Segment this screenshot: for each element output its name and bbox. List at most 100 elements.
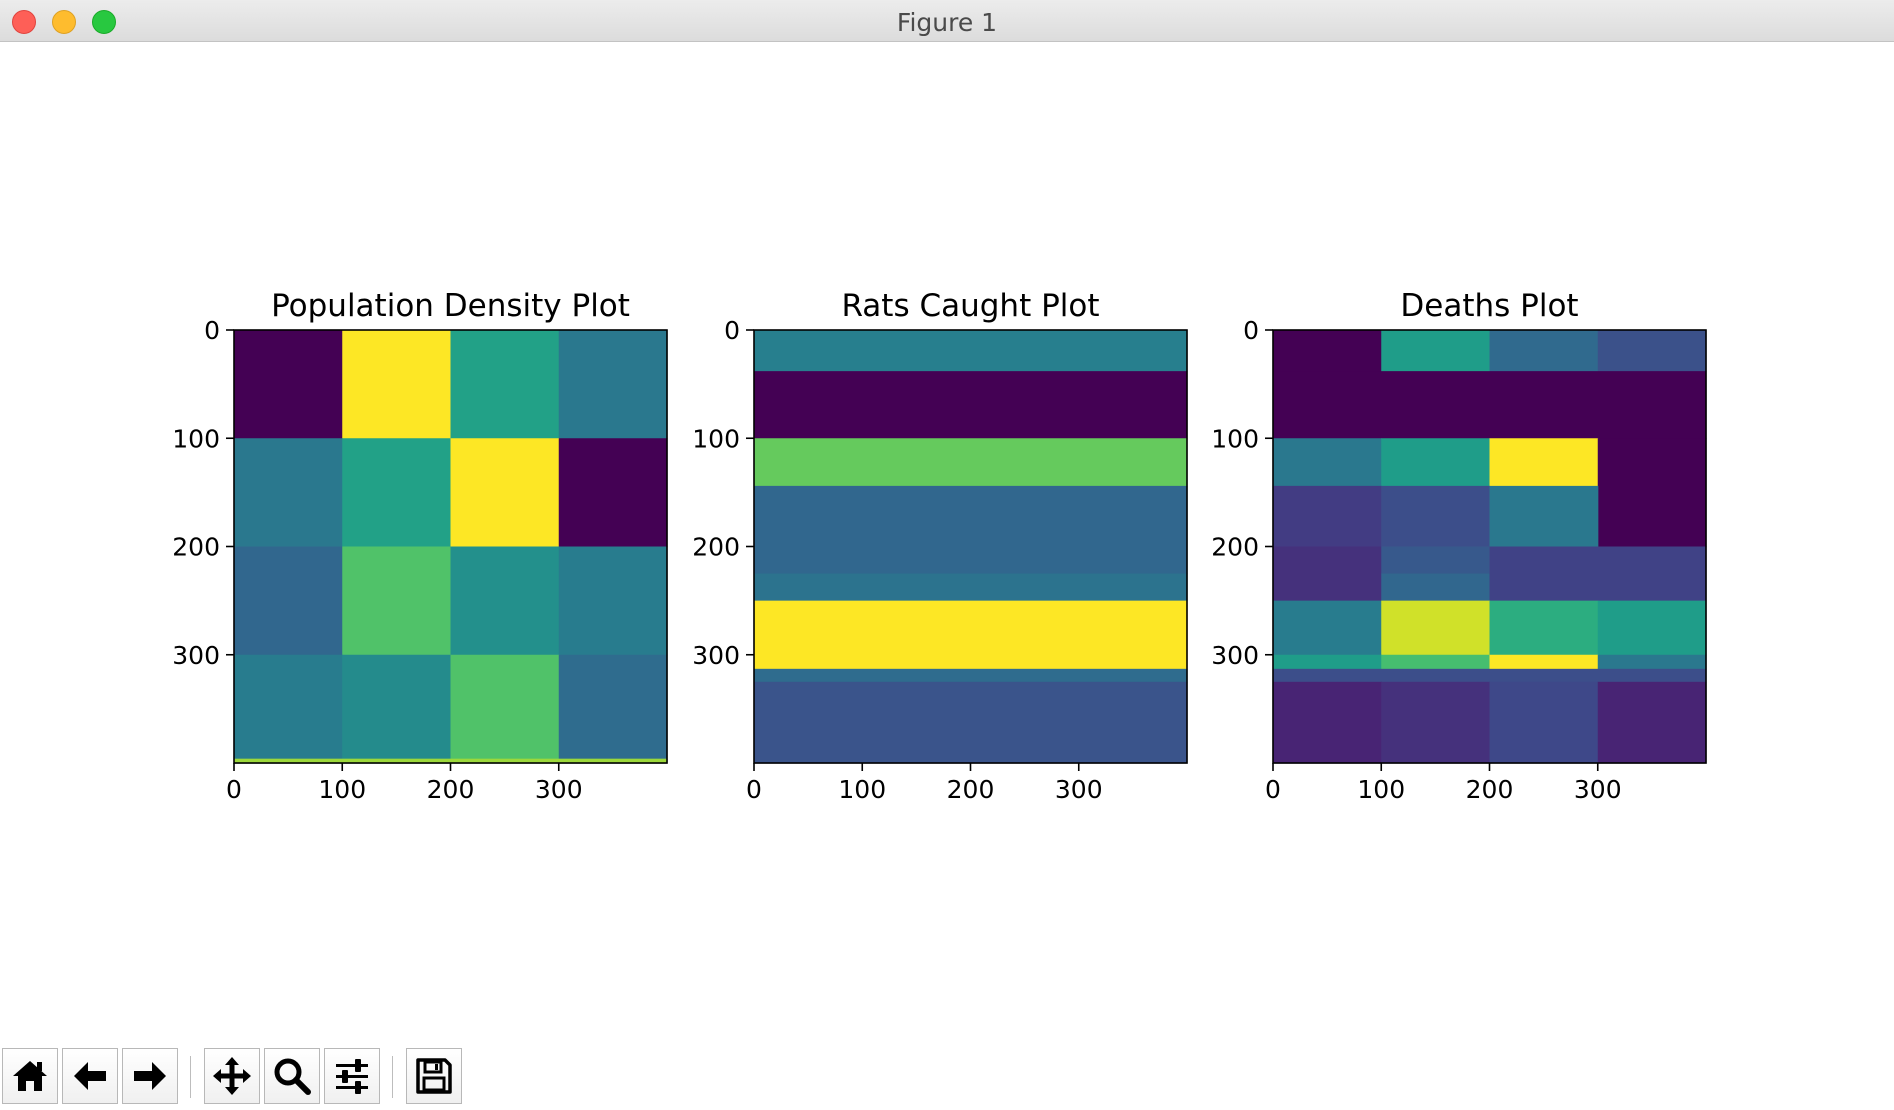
home-button[interactable] — [2, 1048, 58, 1104]
deaths-plot-ytick-label: 0 — [1243, 316, 1259, 345]
deaths-plot-cell — [1381, 681, 1491, 764]
population-density-plot-cell — [342, 438, 452, 548]
deaths-plot-cell — [1381, 438, 1491, 487]
population-density-plot-xtick-label: 300 — [535, 775, 583, 804]
deaths-plot-cell — [1381, 546, 1491, 575]
pan-button[interactable] — [204, 1048, 260, 1104]
rats-caught-plot-axes: Rats Caught Plot 0 100 200 300 0 100 200 300 — [692, 288, 1188, 804]
deaths-plot-ytick-label: 100 — [1211, 424, 1259, 453]
toolbar-separator — [190, 1056, 191, 1098]
population-density-plot-cell — [342, 546, 452, 656]
population-density-plot-cell — [558, 438, 668, 548]
rats-caught-plot-cell — [754, 681, 1188, 764]
deaths-plot-cell — [1597, 654, 1707, 670]
rats-caught-plot-cell — [754, 371, 1188, 439]
population-density-plot-cell — [558, 654, 668, 764]
population-density-plot-cell — [450, 330, 560, 439]
arrow-left-icon — [74, 1062, 106, 1090]
deaths-plot-cell — [1273, 654, 1382, 670]
rats-caught-plot-ytick-label: 0 — [724, 316, 740, 345]
deaths-plot-title: Deaths Plot — [1400, 288, 1578, 324]
population-density-plot-ytick-label: 100 — [172, 424, 220, 453]
rats-caught-plot-cell — [754, 438, 1188, 487]
figure-canvas: Population Density Plot 0 100 200 300 0 100 200… — [172, 288, 1707, 804]
window-titlebar: Figure 1 — [0, 0, 1894, 42]
population-density-plot-axes: Population Density Plot 0 100 200 300 0 100 200… — [172, 288, 668, 804]
population-density-plot-xtick-label: 0 — [226, 775, 242, 804]
save-button[interactable] — [406, 1048, 462, 1104]
deaths-plot-cell — [1597, 330, 1707, 372]
configure-subplots-button[interactable] — [324, 1048, 380, 1104]
minimize-window-button[interactable] — [52, 10, 76, 34]
deaths-plot-cell — [1489, 654, 1599, 670]
population-density-plot-title: Population Density Plot — [271, 288, 630, 324]
population-density-plot-cell — [234, 438, 343, 548]
deaths-plot-cell — [1489, 485, 1599, 548]
population-density-plot-ytick-label: 300 — [172, 641, 220, 670]
deaths-plot-cell — [1273, 600, 1382, 656]
rats-caught-plot-ytick-label: 300 — [692, 641, 740, 670]
deaths-plot-cell — [1597, 546, 1707, 602]
population-density-plot-cell — [234, 330, 343, 439]
population-density-plot-cell — [234, 758, 668, 764]
population-density-plot-cell — [342, 654, 452, 764]
deaths-plot-cell — [1381, 330, 1491, 372]
rats-caught-plot-title: Rats Caught Plot — [841, 288, 1099, 324]
deaths-plot-xtick-label: 0 — [1265, 775, 1281, 804]
zoom-button[interactable] — [264, 1048, 320, 1104]
deaths-plot-cell — [1273, 371, 1707, 439]
deaths-plot-xtick-label: 200 — [1466, 775, 1514, 804]
deaths-plot-cell — [1381, 485, 1491, 548]
rats-caught-plot-cell — [754, 573, 1188, 602]
rats-caught-plot-xtick-label: 300 — [1055, 775, 1103, 804]
population-density-plot-ytick-label: 200 — [172, 533, 220, 562]
rats-caught-plot-cell — [754, 600, 1188, 670]
deaths-plot-ytick-label: 300 — [1211, 641, 1259, 670]
deaths-plot-ytick-label: 200 — [1211, 533, 1259, 562]
deaths-plot-xtick-label: 300 — [1574, 775, 1622, 804]
population-density-plot-cell — [450, 654, 560, 764]
population-density-plot-cell — [558, 330, 668, 439]
home-icon — [13, 1061, 47, 1091]
deaths-plot-cell — [1273, 681, 1382, 764]
rats-caught-plot-xtick-label: 200 — [947, 775, 995, 804]
arrow-right-icon — [134, 1062, 166, 1090]
population-density-plot-ytick-label: 0 — [204, 316, 220, 345]
deaths-plot-cell — [1381, 573, 1491, 602]
deaths-plot-cell — [1597, 681, 1707, 764]
rats-caught-plot-cell — [754, 330, 1188, 372]
population-density-plot-cell — [450, 546, 560, 656]
population-density-plot-xtick-label: 100 — [318, 775, 366, 804]
rats-caught-plot-cell — [754, 668, 1188, 683]
deaths-plot-cell — [1489, 681, 1599, 764]
deaths-plot-cell — [1489, 330, 1599, 372]
magnifier-icon — [274, 1058, 311, 1095]
deaths-plot-cell — [1273, 330, 1382, 372]
deaths-plot-cell — [1489, 600, 1599, 656]
deaths-plot-cell — [1381, 654, 1491, 670]
rats-caught-plot-xtick-label: 0 — [746, 775, 762, 804]
deaths-plot-cell — [1273, 668, 1707, 683]
deaths-plot-cell — [1489, 438, 1599, 487]
deaths-plot-cell — [1381, 600, 1491, 656]
toolbar-separator — [392, 1056, 393, 1098]
deaths-plot-cell — [1273, 546, 1382, 602]
rats-caught-plot-cell — [754, 485, 1188, 575]
deaths-plot-xtick-label: 100 — [1357, 775, 1405, 804]
population-density-plot-cell — [450, 438, 560, 548]
zoom-window-button[interactable] — [92, 10, 116, 34]
deaths-plot-cell — [1489, 546, 1599, 602]
population-density-plot-cell — [234, 546, 343, 656]
deaths-plot-cell — [1273, 485, 1382, 548]
population-density-plot-xtick-label: 200 — [427, 775, 475, 804]
sliders-icon — [336, 1059, 368, 1094]
window-title: Figure 1 — [896, 8, 998, 37]
population-density-plot-cell — [234, 654, 343, 764]
rats-caught-plot-ytick-label: 100 — [692, 424, 740, 453]
forward-button[interactable] — [122, 1048, 178, 1104]
floppy-disk-icon — [416, 1058, 452, 1094]
back-button[interactable] — [62, 1048, 118, 1104]
deaths-plot-cell — [1273, 438, 1382, 487]
deaths-plot-axes: Deaths Plot 0 100 200 300 0 100 200 300 — [1211, 288, 1707, 804]
close-window-button[interactable] — [12, 10, 36, 34]
